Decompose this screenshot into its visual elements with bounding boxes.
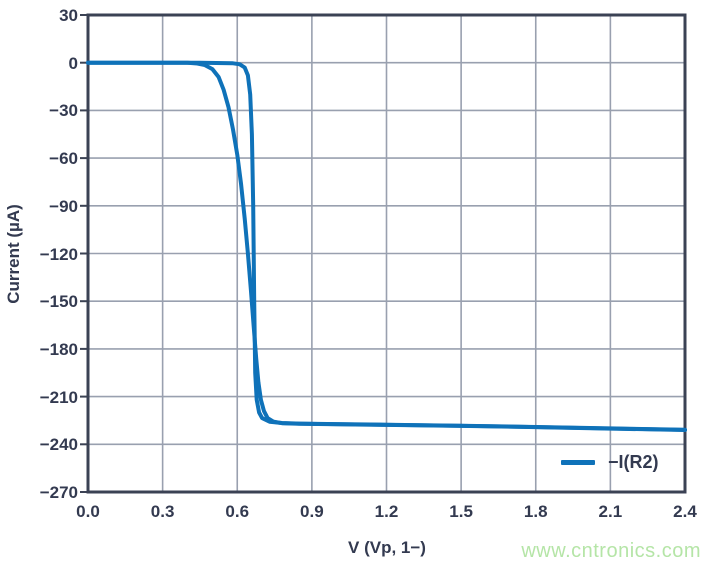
y-tick-label: −270 (39, 483, 78, 502)
watermark: www.cntronics.com (521, 540, 701, 562)
y-tick-label: −60 (49, 149, 78, 169)
x-tick-label: 0.3 (150, 502, 175, 521)
y-tick-label: −240 (39, 435, 78, 455)
series-line (86, 60, 687, 432)
legend: −I(R2) (561, 449, 659, 475)
legend-label: −I(R2) (608, 451, 659, 472)
x-tick-label: 2.1 (598, 502, 623, 521)
y-tick-label: −120 (39, 244, 78, 264)
y-tick-label: 30 (59, 6, 78, 25)
legend-line-swatch (561, 459, 595, 465)
y-tick-label: −90 (49, 196, 78, 216)
y-tick-label: −30 (49, 101, 78, 121)
y-tick-label: 0 (68, 53, 78, 73)
x-tick-label: 0.9 (300, 502, 324, 521)
y-tick-label: −180 (39, 339, 78, 359)
x-tick-label: 1.8 (523, 502, 548, 521)
y-tick-label: −150 (39, 292, 78, 312)
x-tick-label: 1.5 (449, 502, 473, 521)
x-tick-label: 1.2 (374, 502, 399, 521)
y-tick-label: −210 (39, 387, 78, 407)
x-tick-label: 0.6 (225, 502, 250, 521)
x-axis-title: V (Vp, 1−) (348, 538, 426, 557)
x-tick-label: 2.4 (673, 502, 697, 521)
plot-border (86, 13, 687, 494)
x-tick-label: 0.0 (76, 502, 100, 521)
